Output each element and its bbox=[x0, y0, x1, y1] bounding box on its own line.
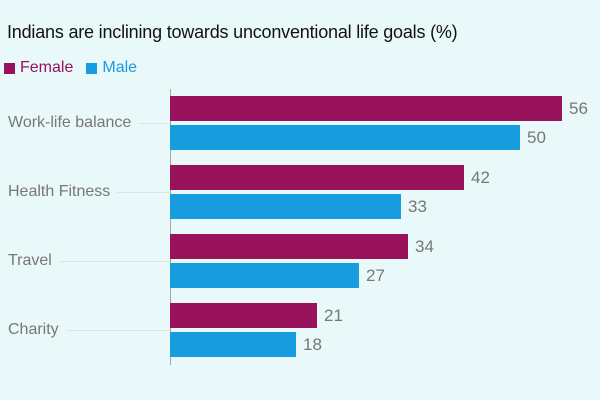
bar-line-female: 56 bbox=[170, 96, 590, 121]
bar-line-male: 18 bbox=[170, 332, 590, 357]
leader-line bbox=[138, 122, 170, 124]
chart-row: Health Fitness 42 33 bbox=[0, 165, 590, 219]
bar-male bbox=[170, 332, 296, 357]
bar-line-male: 27 bbox=[170, 263, 590, 288]
value-label: 34 bbox=[415, 236, 434, 256]
bar-group: 42 33 bbox=[170, 165, 590, 219]
bar-female bbox=[170, 165, 464, 190]
bar-female bbox=[170, 234, 408, 259]
value-label: 21 bbox=[324, 305, 343, 325]
bar-group: 34 27 bbox=[170, 234, 590, 288]
bar-male bbox=[170, 263, 359, 288]
chart-row: Work-life balance 56 50 bbox=[0, 96, 590, 150]
bar-line-male: 50 bbox=[170, 125, 590, 150]
bar-line-female: 34 bbox=[170, 234, 590, 259]
leader-line bbox=[117, 191, 170, 193]
leader-line bbox=[58, 260, 170, 262]
legend: Female Male bbox=[4, 59, 137, 77]
value-label: 42 bbox=[471, 167, 490, 187]
bar-female bbox=[170, 303, 317, 328]
value-label: 33 bbox=[408, 196, 427, 216]
category-label: Travel bbox=[8, 252, 52, 269]
chart-rows: Work-life balance 56 50 Health Fitness 42 33 T… bbox=[0, 96, 590, 372]
bar-male bbox=[170, 194, 401, 219]
bar-line-male: 33 bbox=[170, 194, 590, 219]
bar-female bbox=[170, 96, 562, 121]
bar-group: 21 18 bbox=[170, 303, 590, 357]
legend-label-female: Female bbox=[20, 59, 74, 76]
value-label: 18 bbox=[303, 334, 322, 354]
legend-item-female: Female bbox=[4, 59, 73, 77]
bar-group: 56 50 bbox=[170, 96, 590, 150]
chart-row: Charity 21 18 bbox=[0, 303, 590, 357]
bar-line-female: 42 bbox=[170, 165, 590, 190]
category-label: Charity bbox=[8, 321, 59, 338]
value-label: 27 bbox=[366, 265, 385, 285]
legend-label-male: Male bbox=[102, 59, 138, 76]
category-label: Work-life balance bbox=[8, 114, 132, 131]
category-label-cell: Travel bbox=[0, 234, 170, 288]
bar-line-female: 21 bbox=[170, 303, 590, 328]
bar-male bbox=[170, 125, 520, 150]
value-label: 50 bbox=[527, 127, 546, 147]
leader-line bbox=[65, 329, 170, 331]
category-label: Health Fitness bbox=[8, 183, 111, 200]
chart-row: Travel 34 27 bbox=[0, 234, 590, 288]
legend-swatch-female-icon bbox=[4, 62, 15, 74]
category-label-cell: Work-life balance bbox=[0, 96, 170, 150]
legend-swatch-male-icon bbox=[86, 62, 98, 74]
value-label: 56 bbox=[569, 98, 588, 118]
chart-title: Indians are inclining towards unconventi… bbox=[7, 22, 458, 42]
legend-item-male: Male bbox=[86, 59, 137, 77]
category-label-cell: Health Fitness bbox=[0, 165, 170, 219]
y-axis-line bbox=[170, 89, 171, 365]
category-label-cell: Charity bbox=[0, 303, 170, 357]
